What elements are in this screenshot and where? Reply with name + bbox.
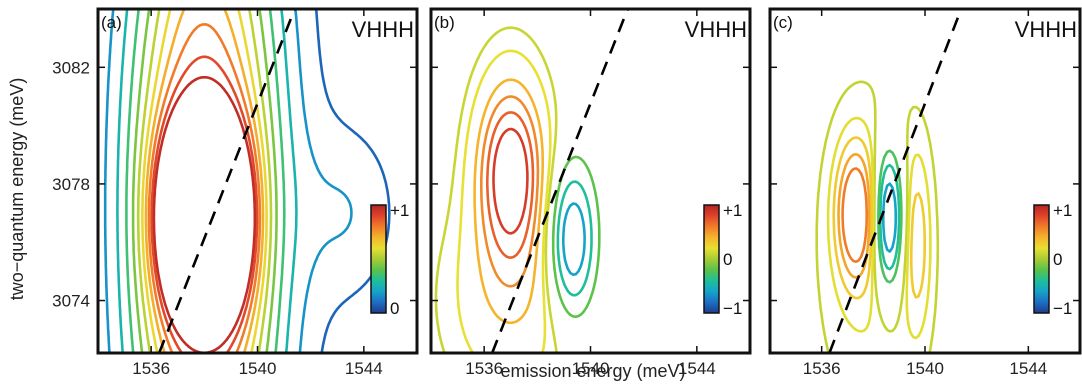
contour-lines: [815, 80, 940, 353]
contour-level-4: [551, 155, 601, 319]
x-tick-label: 1536: [465, 359, 503, 378]
panel-2: 1536 1540 1544 (b) VHHH +1 0 −1: [429, 7, 752, 378]
contour-level-9: [486, 111, 535, 259]
x-tick-label: 1540: [572, 359, 610, 378]
contour-level-6: [826, 116, 932, 340]
polarization-label: VHHH: [1015, 17, 1077, 42]
colorbar: [370, 204, 387, 314]
panel-label: (c): [773, 13, 793, 32]
contour-level-8: [480, 95, 540, 288]
contour-level-9: [841, 167, 868, 263]
panel-1: 1536 1540 1544 3074 3078 3082 (a) VHHH +1 0: [52, 7, 419, 378]
colorbar-tick-label: 0: [723, 250, 732, 269]
contour-level-3: [556, 180, 593, 297]
x-tick-label: 1544: [1009, 359, 1047, 378]
colorbar-tick-label: −1: [723, 299, 742, 318]
colorbar-tick-label: +1: [1053, 201, 1072, 220]
x-tick-label: 1540: [906, 359, 944, 378]
contour-level-2: [562, 202, 586, 276]
panel-label: (b): [434, 13, 455, 32]
diagonal-line: [157, 9, 296, 353]
contour-level-3: [879, 163, 901, 271]
x-tick-label: 1536: [132, 359, 170, 378]
polarization-label: VHHH: [685, 17, 747, 42]
colorbar-tick-label: −1: [1053, 299, 1072, 318]
contour-level-4: [877, 149, 903, 284]
x-tick-label: 1540: [239, 359, 277, 378]
contour-level-8: [837, 152, 871, 279]
colorbar-tick-label: +1: [723, 201, 742, 220]
panel-3: 1536 1540 1544 (c) VHHH +1 0 −1: [768, 7, 1082, 378]
contour-level-7: [832, 136, 926, 300]
contour-level-10: [492, 127, 529, 235]
contour-level-7: [141, 9, 268, 353]
colorbar: [1033, 204, 1050, 314]
contour-lines: [434, 26, 601, 353]
x-tick-label: 1544: [678, 359, 716, 378]
panel-label: (a): [101, 13, 122, 32]
x-tick-label: 1544: [345, 359, 383, 378]
x-axis-title: emission energy (meV): [500, 361, 685, 381]
y-axis-title: two−quantum energy (meV): [7, 78, 27, 301]
contour-level-10: [150, 55, 259, 353]
y-tick-label: 3078: [52, 175, 90, 194]
y-tick-label: 3074: [52, 292, 90, 311]
polarization-label: VHHH: [352, 17, 414, 42]
y-tick-label: 3082: [52, 58, 90, 77]
contour-level-11: [152, 75, 257, 353]
plot-area: [770, 9, 1080, 353]
colorbar-tick-label: 0: [1053, 250, 1062, 269]
diagonal-line: [490, 9, 629, 353]
contour-level-2: [882, 182, 898, 253]
colorbar-tick-label: +1: [390, 201, 409, 220]
colorbar: [703, 204, 720, 314]
diagonal-line: [828, 9, 963, 353]
x-tick-label: 1536: [803, 359, 841, 378]
colorbar-tick-label: 0: [390, 299, 399, 318]
